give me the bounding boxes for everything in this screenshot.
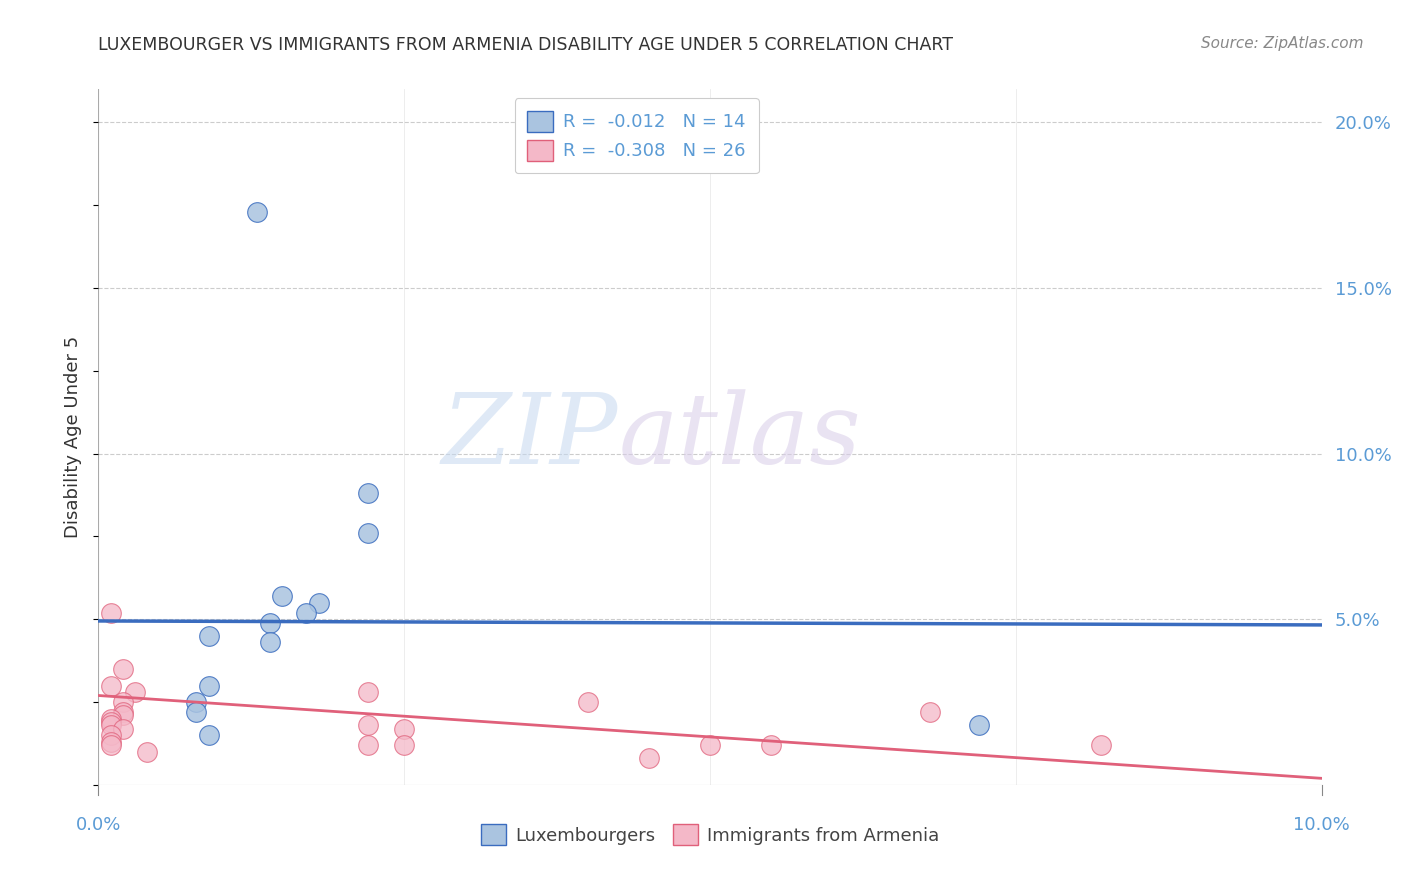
Point (111, 705, 134, 719)
Point (136, 745, 159, 759)
Point (100, 738, 122, 752)
Point (100, 714, 122, 729)
Point (759, 738, 782, 752)
Point (356, 685, 378, 699)
Point (920, 705, 942, 719)
Text: 10.0%: 10.0% (1294, 816, 1350, 834)
Point (392, 738, 416, 752)
Point (186, 695, 208, 709)
Point (111, 695, 134, 709)
Text: Source: ZipAtlas.com: Source: ZipAtlas.com (1201, 36, 1364, 51)
Point (576, 695, 599, 709)
Point (124, 685, 146, 699)
Point (392, 722, 416, 736)
Point (111, 662, 134, 676)
Point (197, 728, 219, 742)
Point (259, 615, 281, 630)
Text: ZIP: ZIP (441, 390, 619, 484)
Point (356, 486, 378, 500)
Text: LUXEMBOURGER VS IMMIGRANTS FROM ARMENIA DISABILITY AGE UNDER 5 CORRELATION CHART: LUXEMBOURGER VS IMMIGRANTS FROM ARMENIA … (98, 36, 953, 54)
Point (308, 596, 330, 610)
Point (637, 751, 661, 765)
Text: atlas: atlas (619, 390, 860, 484)
Point (1090, 738, 1112, 752)
Point (270, 589, 292, 603)
Point (295, 606, 318, 620)
Point (100, 728, 122, 742)
Point (100, 735, 122, 749)
Point (699, 738, 721, 752)
Point (100, 606, 122, 620)
Point (186, 705, 208, 719)
Point (100, 679, 122, 693)
Point (197, 629, 219, 643)
Point (111, 722, 134, 736)
Point (100, 712, 122, 726)
Legend: Luxembourgers, Immigrants from Armenia: Luxembourgers, Immigrants from Armenia (474, 817, 946, 853)
Y-axis label: Disability Age Under 5: Disability Age Under 5 (65, 336, 83, 538)
Point (967, 718, 990, 732)
Point (356, 718, 378, 732)
Point (197, 679, 219, 693)
Point (259, 635, 281, 649)
Text: 0.0%: 0.0% (76, 816, 121, 834)
Point (111, 708, 134, 723)
Point (356, 526, 378, 541)
Point (100, 718, 122, 732)
Point (356, 738, 378, 752)
Point (246, 204, 269, 219)
